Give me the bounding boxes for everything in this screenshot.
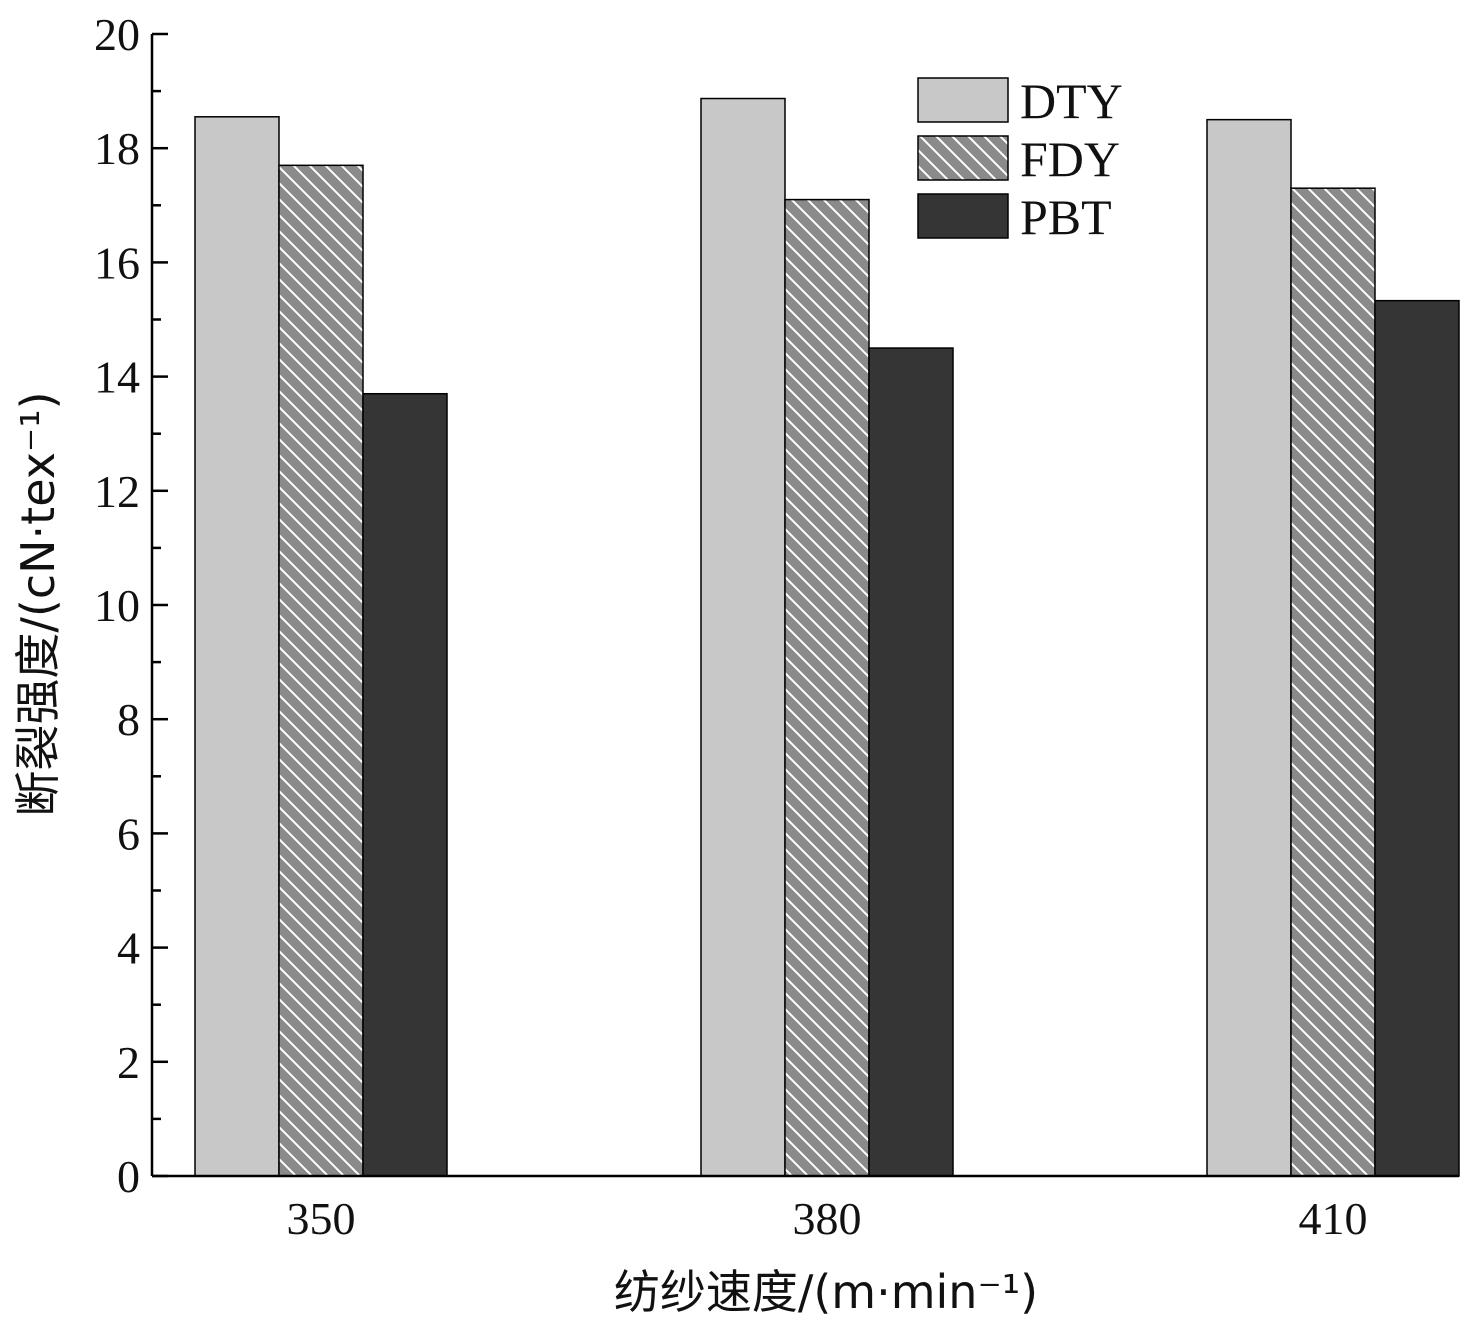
y-tick-label: 14 — [94, 352, 140, 403]
bar-dty-410 — [1206, 118, 1292, 1177]
x-axis-title: 纺纱速度/(m·min⁻¹) — [614, 1265, 1038, 1319]
legend-swatch-dty — [917, 77, 1009, 123]
x-tick-label: 380 — [793, 1193, 862, 1244]
y-tick-label: 4 — [117, 923, 140, 974]
bars — [194, 97, 1460, 1177]
x-tick-label: 410 — [1299, 1193, 1368, 1244]
y-tick-label: 8 — [117, 694, 140, 745]
legend-label-pbt: PBT — [1020, 189, 1112, 245]
legend-label-dty: DTY — [1020, 73, 1123, 129]
y-axis-title: 断裂强度/(cN·tex⁻¹) — [11, 391, 65, 816]
y-tick-label: 2 — [117, 1037, 140, 1088]
bar-pbt-410 — [1374, 299, 1460, 1177]
y-tick-label: 16 — [94, 237, 140, 288]
x-tick-label: 350 — [287, 1193, 356, 1244]
legend-swatch-pbt — [917, 193, 1009, 239]
bar-fdy-350 — [278, 164, 364, 1177]
bar-dty-350 — [194, 116, 280, 1177]
y-tick-label: 10 — [94, 580, 140, 631]
legend-swatch-fdy — [917, 135, 1009, 181]
y-tick-label: 0 — [117, 1151, 140, 1202]
y-tick-label: 12 — [94, 466, 140, 517]
bar-pbt-350 — [362, 392, 448, 1177]
bar-dty-380 — [700, 97, 786, 1177]
axes: 0 2 4 6 8 10 12 14 16 18 20 350 380 410 — [94, 9, 1459, 1244]
bar-fdy-380 — [784, 198, 870, 1177]
bar-pbt-380 — [868, 347, 954, 1177]
bar-fdy-410 — [1290, 187, 1376, 1177]
legend-label-fdy: FDY — [1020, 131, 1120, 187]
y-tick-label: 18 — [94, 123, 140, 174]
y-tick-label: 6 — [117, 808, 140, 859]
y-tick-label: 20 — [94, 9, 140, 60]
